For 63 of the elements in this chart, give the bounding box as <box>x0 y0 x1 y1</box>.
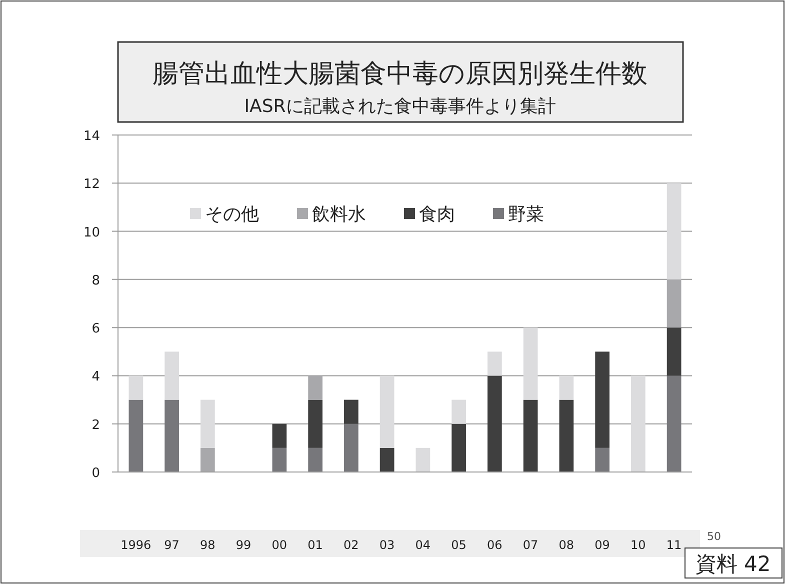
legend-label: 食肉 <box>419 204 455 225</box>
chart-title: 腸管出血性大腸菌食中毒の原因別発生件数 <box>152 59 648 89</box>
x-tick-label: 97 <box>164 538 180 552</box>
bar <box>666 328 682 376</box>
x-tick-label: 08 <box>558 538 574 552</box>
bar <box>595 352 610 448</box>
bar <box>559 376 574 400</box>
x-tick-label: 05 <box>451 538 466 552</box>
x-tick-label: 1996 <box>120 538 152 552</box>
bar <box>595 448 610 472</box>
chart-subtitle: IASRに記載された食中毒事件より集計 <box>244 96 556 117</box>
y-tick-label: 0 <box>92 466 100 481</box>
bar <box>523 400 538 472</box>
bar <box>164 352 179 400</box>
bar <box>344 400 358 424</box>
bar <box>559 400 574 472</box>
bar <box>488 352 502 376</box>
text: 資料 42 <box>695 552 771 576</box>
bar <box>380 448 394 472</box>
y-tick-label: 8 <box>92 273 100 288</box>
bar <box>452 400 466 424</box>
y-tick-label: 10 <box>83 225 100 240</box>
bar <box>308 376 322 400</box>
x-tick-label: 10 <box>630 538 646 552</box>
y-tick-label: 14 <box>83 129 100 144</box>
x-tick-label: 99 <box>236 538 252 552</box>
y-tick-label: 2 <box>92 418 100 433</box>
text: 50 <box>707 530 721 543</box>
bar <box>164 400 179 472</box>
bar <box>308 448 322 472</box>
x-tick-label: 07 <box>522 538 538 552</box>
bar <box>128 376 144 400</box>
bar <box>200 400 215 448</box>
x-tick-label: 09 <box>594 538 610 552</box>
bar <box>200 448 215 472</box>
x-tick-label: 00 <box>272 538 288 552</box>
bar <box>380 376 394 448</box>
bar <box>488 376 502 472</box>
bar <box>666 279 682 328</box>
x-tick-label: 98 <box>200 538 216 552</box>
y-tick-label: 6 <box>92 322 100 337</box>
bar <box>272 448 287 472</box>
bar <box>631 376 646 472</box>
legend-label: その他 <box>205 204 259 225</box>
x-tick-label: 02 <box>344 538 359 552</box>
x-tick-label: 01 <box>308 538 323 552</box>
y-tick-label: 12 <box>83 177 100 192</box>
bar <box>128 400 144 472</box>
legend-label: 野菜 <box>508 204 544 225</box>
bar <box>416 448 430 472</box>
bar <box>452 424 466 472</box>
bar <box>344 424 358 472</box>
bar <box>308 400 322 448</box>
bar <box>666 376 682 472</box>
x-tick-label: 06 <box>487 538 502 552</box>
x-tick-label: 04 <box>415 538 431 552</box>
bar <box>523 328 538 400</box>
bar <box>272 424 287 448</box>
x-tick-label: 11 <box>666 538 682 552</box>
y-tick-label: 4 <box>92 370 100 385</box>
bar <box>666 183 682 280</box>
x-tick-label: 03 <box>379 538 395 552</box>
legend-label: 飲料水 <box>312 204 366 225</box>
